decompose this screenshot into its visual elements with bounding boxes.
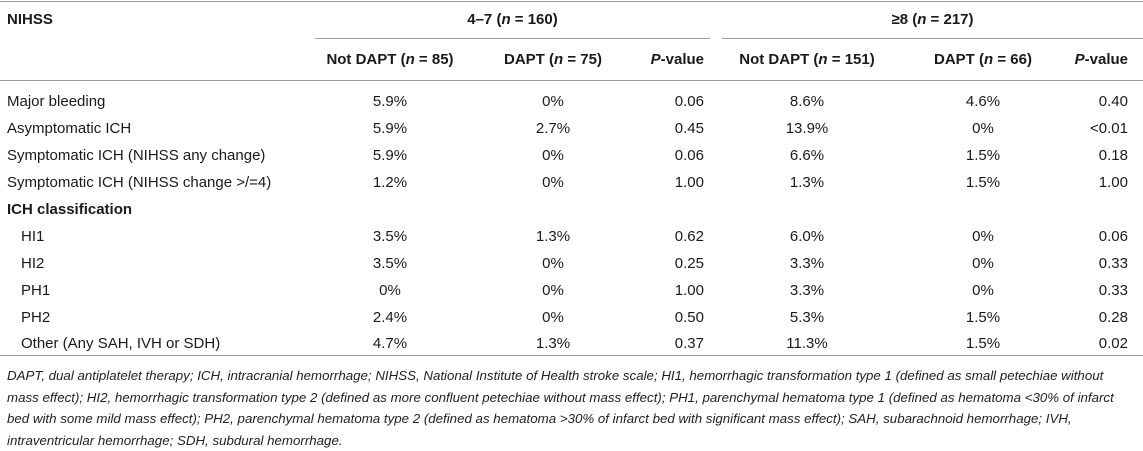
table-cell: 1.5% xyxy=(965,335,1001,352)
table-cell: 0.40 xyxy=(1098,93,1128,110)
row-label: Asymptomatic ICH xyxy=(7,120,132,137)
table-footnote: DAPT, dual antiplatelet therapy; ICH, in… xyxy=(7,368,1114,448)
row-label: HI1 xyxy=(21,228,45,245)
table-cell: 1.3% xyxy=(535,228,571,245)
table-cell: 1.3% xyxy=(789,174,825,191)
table-cell: 0% xyxy=(972,255,994,272)
table-cell: 0.45 xyxy=(674,120,704,137)
table-cell: 0.28 xyxy=(1098,309,1128,326)
table-cell: 1.5% xyxy=(965,309,1001,326)
stub-header: NIHSS xyxy=(7,11,53,28)
table-cell: 0.33 xyxy=(1098,282,1128,299)
table-cell: 1.00 xyxy=(1098,174,1128,191)
table-cell: 5.3% xyxy=(789,309,825,326)
table-cell: 0% xyxy=(972,282,994,299)
table-cell: 1.00 xyxy=(674,282,704,299)
table-cell: 5.9% xyxy=(372,93,408,110)
table-cell: 0.25 xyxy=(674,255,704,272)
table-cell: 1.3% xyxy=(535,335,571,352)
table-cell: 3.3% xyxy=(789,255,825,272)
top-rule xyxy=(0,1,1143,2)
table-cell: 5.9% xyxy=(372,120,408,137)
row-label: HI2 xyxy=(21,255,45,272)
table-cell: 1.00 xyxy=(674,174,704,191)
row-label: Other (Any SAH, IVH or SDH) xyxy=(21,335,221,352)
header-bottom-rule xyxy=(0,80,1143,81)
col-header-not-dapt-2: Not DAPT (n = 151) xyxy=(739,51,875,68)
table-cell: 0.33 xyxy=(1098,255,1128,272)
col-header-pvalue-2: P-value xyxy=(1074,51,1128,68)
table-cell: 8.6% xyxy=(789,93,825,110)
table-cell: 2.7% xyxy=(535,120,571,137)
table-cell: 0% xyxy=(542,309,564,326)
table-cell: 11.3% xyxy=(786,335,828,352)
table-cell: 0% xyxy=(542,282,564,299)
table-cell: 0.02 xyxy=(1098,335,1128,352)
table-cell: 0% xyxy=(542,255,564,272)
table-cell: 0% xyxy=(542,174,564,191)
table-cell: 0% xyxy=(972,120,994,137)
table-cell: 1.2% xyxy=(372,174,408,191)
row-label: Symptomatic ICH (NIHSS change >/=4) xyxy=(7,174,272,191)
group1-rule xyxy=(315,38,710,39)
col-header-dapt-2: DAPT (n = 66) xyxy=(934,51,1032,68)
row-label: Symptomatic ICH (NIHSS any change) xyxy=(7,147,266,164)
col-header-not-dapt-1: Not DAPT (n = 85) xyxy=(326,51,454,68)
row-label: PH1 xyxy=(21,282,51,299)
row-label: PH2 xyxy=(21,309,51,326)
col-header-pvalue-1: P-value xyxy=(650,51,704,68)
table-cell: 1.5% xyxy=(965,174,1001,191)
table-cell: 0% xyxy=(542,147,564,164)
group-header-4-7: 4–7 (n = 160) xyxy=(467,11,558,28)
table-cell: 0.06 xyxy=(674,93,704,110)
table-cell: 13.9% xyxy=(785,120,829,137)
group2-rule xyxy=(722,38,1143,39)
table-cell: 0% xyxy=(379,282,401,299)
table-cell: 0% xyxy=(972,228,994,245)
table-bottom-rule xyxy=(0,355,1143,356)
table-cell: 0.18 xyxy=(1098,147,1128,164)
table-cell: <0.01 xyxy=(1090,120,1128,137)
table-cell: 0.37 xyxy=(674,335,704,352)
table-cell: 0.50 xyxy=(674,309,704,326)
table-cell: 0.62 xyxy=(674,228,704,245)
table-cell: 4.7% xyxy=(372,335,408,352)
section-heading: ICH classification xyxy=(7,201,133,218)
table-cell: 5.9% xyxy=(372,147,408,164)
group-header-ge8: ≥8 (n = 217) xyxy=(891,11,974,28)
table-cell: 0.06 xyxy=(674,147,704,164)
table-cell: 6.0% xyxy=(789,228,825,245)
table-cell: 4.6% xyxy=(965,93,1001,110)
table-cell: 3.5% xyxy=(372,228,408,245)
table-cell: 3.3% xyxy=(789,282,825,299)
row-label: Major bleeding xyxy=(7,93,106,110)
table-cell: 0% xyxy=(542,93,564,110)
table-cell: 3.5% xyxy=(372,255,408,272)
table-cell: 0.06 xyxy=(1098,228,1128,245)
col-header-dapt-1: DAPT (n = 75) xyxy=(504,51,602,68)
table-cell: 1.5% xyxy=(965,147,1001,164)
table-cell: 6.6% xyxy=(789,147,825,164)
table-cell: 2.4% xyxy=(372,309,408,326)
